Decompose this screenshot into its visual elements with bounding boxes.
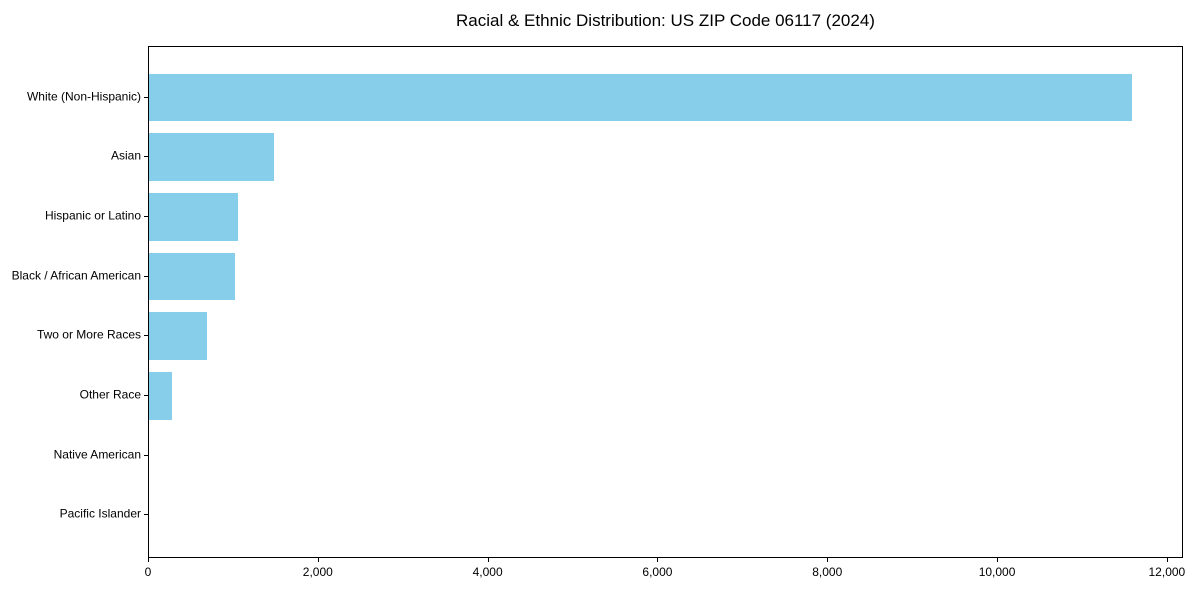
plot-area	[148, 46, 1183, 558]
bar	[149, 133, 275, 182]
x-tick-mark	[487, 558, 489, 562]
category-label: Black / African American	[11, 268, 141, 282]
category-label: Other Race	[79, 387, 141, 402]
y-tick-mark	[144, 156, 148, 158]
category-label: White (Non-Hispanic)	[26, 88, 141, 103]
x-tick-label: 0	[144, 565, 152, 579]
bar	[149, 372, 172, 420]
y-tick-mark	[144, 215, 148, 217]
y-tick-mark	[144, 335, 148, 337]
x-tick-label: 4,000	[472, 565, 503, 579]
x-tick-mark	[148, 558, 149, 562]
y-tick-mark	[144, 275, 148, 277]
x-tick-mark	[827, 558, 829, 562]
x-tick-label: 10,000	[978, 565, 1016, 579]
category-label: Hispanic or Latino	[44, 208, 141, 223]
y-tick-mark	[144, 96, 148, 98]
x-tick-label: 8,000	[812, 565, 843, 579]
y-tick-mark	[144, 514, 148, 516]
x-tick-label: 2,000	[302, 565, 333, 579]
category-label: Two or More Races	[36, 327, 141, 342]
x-tick-mark	[657, 558, 659, 562]
x-tick-label: 12,000	[1148, 565, 1186, 579]
chart-title: Racial & Ethnic Distribution: US ZIP Cod…	[456, 11, 875, 30]
x-tick-mark	[317, 558, 319, 562]
category-label: Pacific Islander	[59, 506, 141, 521]
bar	[149, 73, 1132, 122]
category-label: Asian	[110, 148, 141, 163]
category-label: Native American	[53, 447, 141, 462]
bar	[149, 252, 236, 301]
y-tick-mark	[144, 395, 148, 396]
x-tick-mark	[997, 558, 999, 562]
bar	[149, 312, 207, 361]
x-tick-label: 6,000	[642, 565, 673, 579]
bar	[149, 193, 238, 241]
y-tick-mark	[144, 454, 148, 456]
x-tick-mark	[1166, 558, 1168, 562]
